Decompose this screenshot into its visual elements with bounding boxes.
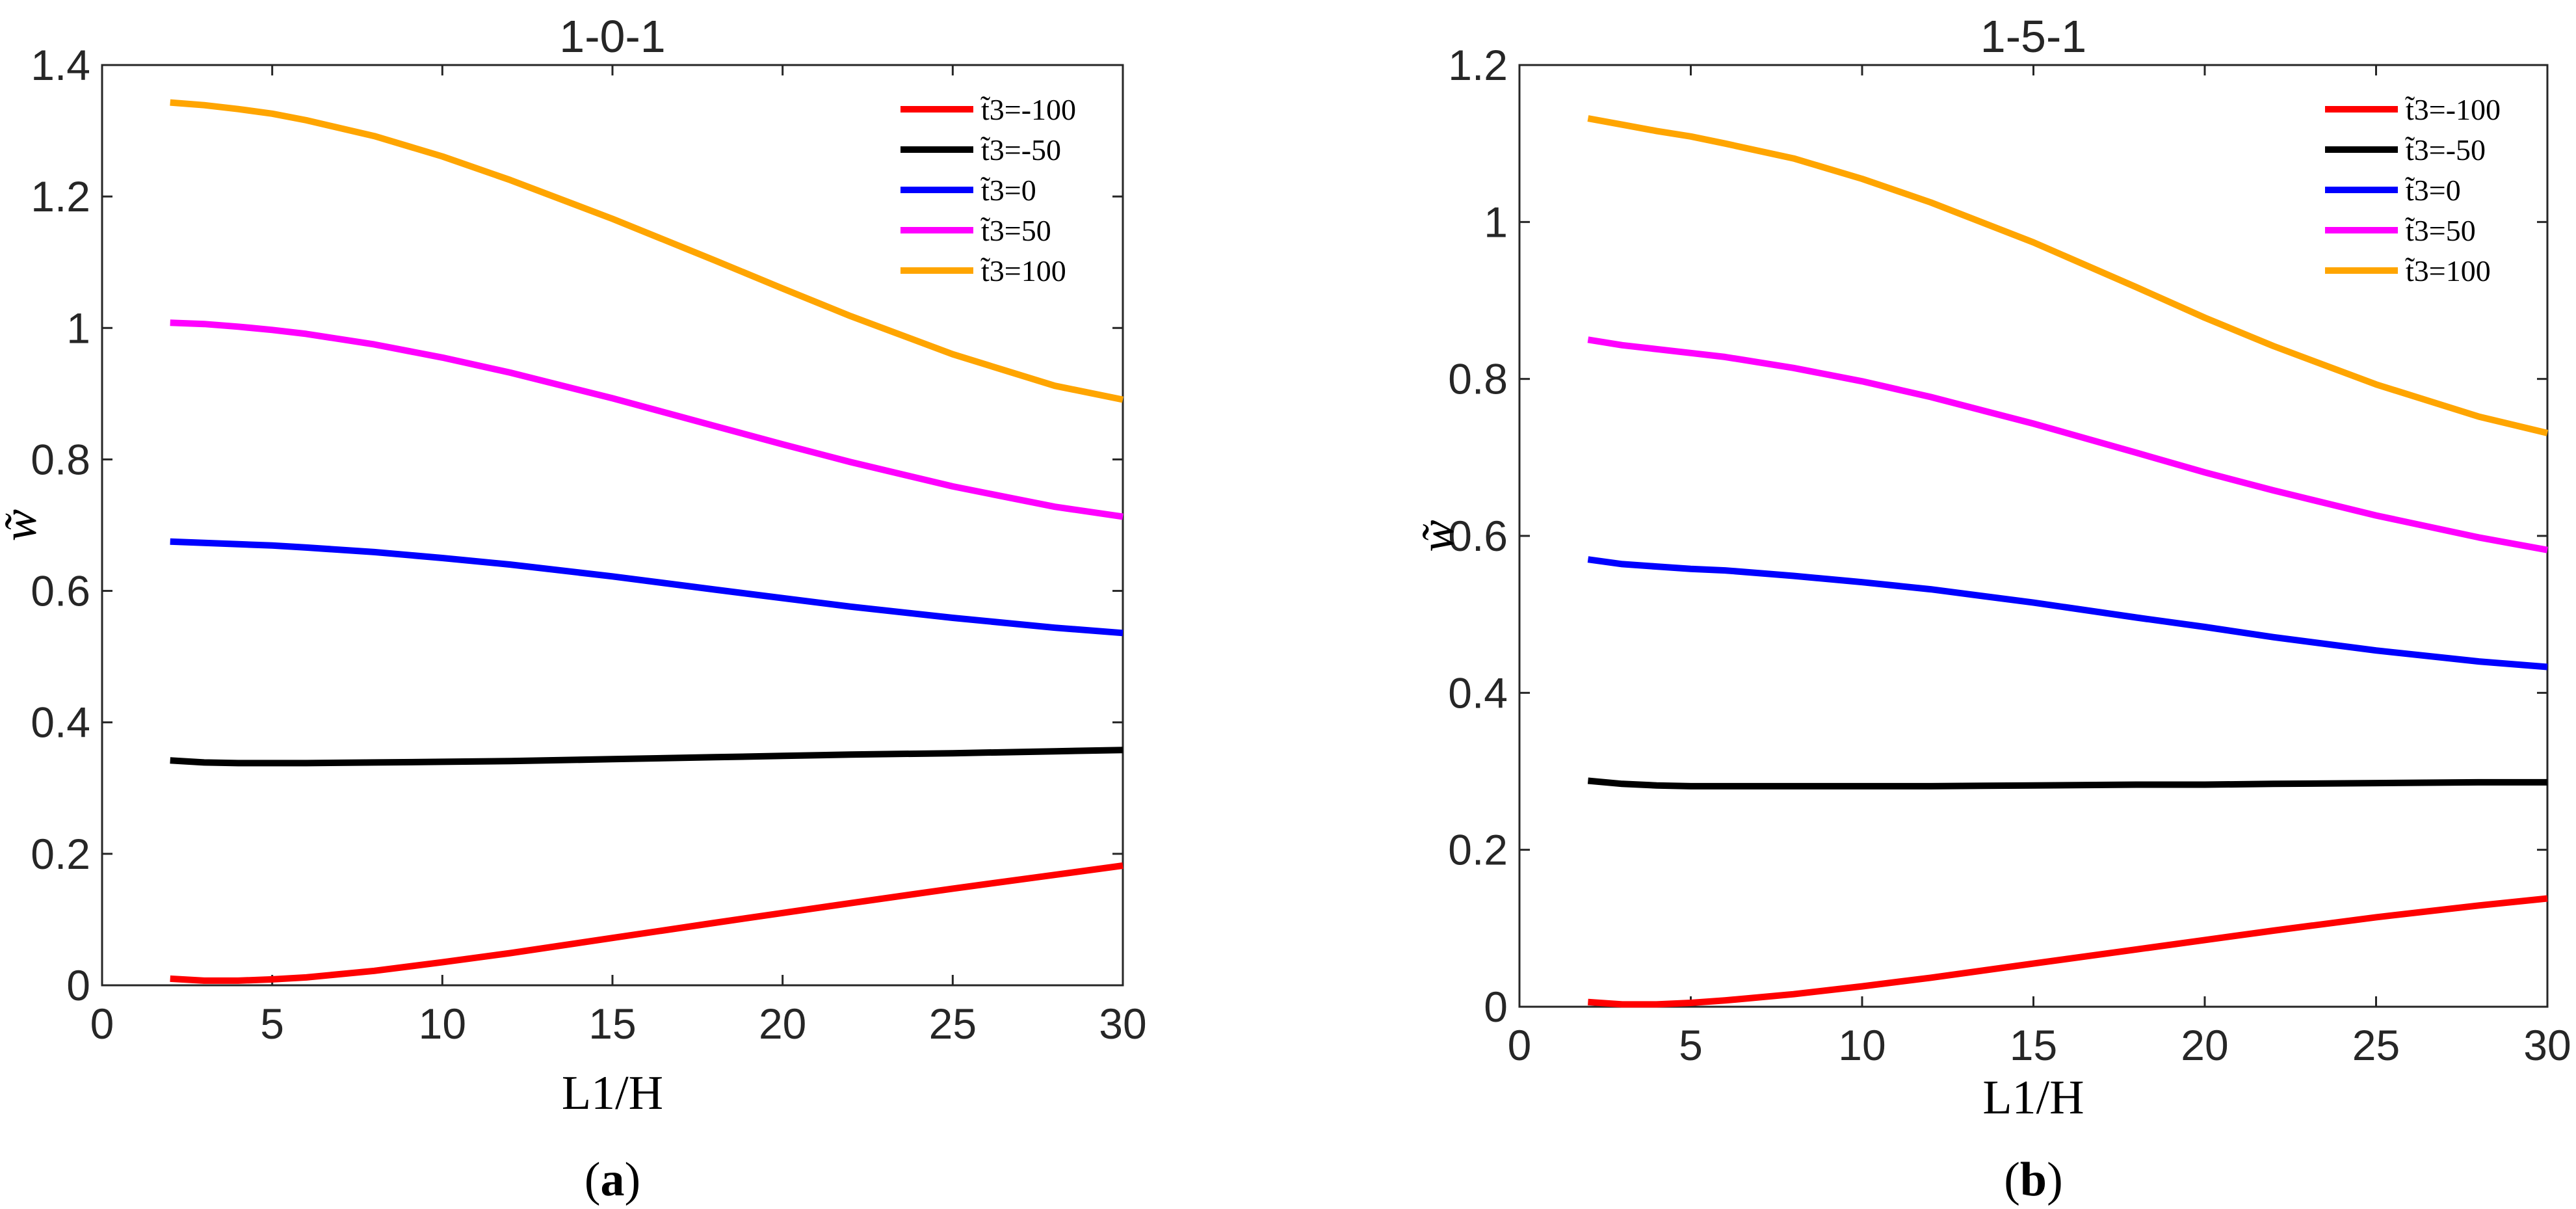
x-tick-label: 30 — [2523, 1021, 2571, 1069]
y-axis-label: w̃ — [0, 509, 47, 541]
y-tick-label: 0.6 — [1448, 512, 1508, 560]
y-tick-label: 1.2 — [31, 172, 90, 220]
legend-label: t̃3=-50 — [980, 133, 1061, 166]
y-tick-label: 0.8 — [31, 435, 90, 483]
chart-panel-b: 0 5 10 15 20 25 30 0 0.2 0.4 0.6 0.8 1 1.2 1-5-1 L1/H w̃… — [1411, 11, 2571, 1206]
y-tick-label: 1.4 — [31, 41, 90, 89]
legend-label: t̃3=-100 — [980, 93, 1076, 126]
legend-label: t̃3=0 — [2405, 174, 2461, 207]
series-line-0 — [170, 862, 1124, 984]
legend-label: t̃3=100 — [980, 254, 1066, 287]
legend-label: t̃3=0 — [980, 174, 1036, 207]
x-tick-label: 10 — [419, 1000, 466, 1048]
chart-title: 1-5-1 — [1980, 11, 2086, 62]
y-tick-label: 0.4 — [1448, 669, 1508, 717]
y-tick-label: 0.2 — [31, 830, 90, 878]
y-axis-label: w̃ — [1411, 520, 1464, 551]
series-line-2 — [1587, 556, 2548, 671]
y-tick-label: 1 — [1484, 198, 1508, 246]
y-tick-label: 0.4 — [31, 698, 90, 747]
y-tick-label: 1 — [66, 304, 90, 352]
panel-caption: (a) — [585, 1153, 640, 1206]
x-tick-label: 20 — [759, 1000, 806, 1048]
x-tick-label: 30 — [1099, 1000, 1146, 1048]
x-axis-label: L1/H — [562, 1067, 663, 1120]
series-line-2 — [170, 538, 1124, 637]
x-tick-label: 25 — [2352, 1021, 2400, 1069]
x-tick-label: 20 — [2181, 1021, 2228, 1069]
series-line-3 — [170, 319, 1124, 520]
y-tick-label: 1.2 — [1448, 41, 1508, 89]
series-line-4 — [1587, 115, 2549, 436]
legend: t̃3=-100 t̃3=-50 t̃3=0 t̃3=50 t̃3=100 — [2325, 93, 2501, 287]
legend-label: t̃3=50 — [2405, 214, 2476, 247]
x-tick-label: 0 — [1508, 1021, 1532, 1069]
series-line-4 — [170, 99, 1124, 403]
x-tick-label: 25 — [929, 1000, 977, 1048]
x-tick-label: 5 — [260, 1000, 284, 1048]
x-tick-label: 15 — [588, 1000, 636, 1048]
series-line-1 — [1587, 777, 2547, 790]
x-tick-label: 10 — [1838, 1021, 1886, 1069]
legend: t̃3=-100 t̃3=-50 t̃3=0 t̃3=50 t̃3=100 — [900, 93, 1076, 287]
y-tick-label: 0.2 — [1448, 826, 1508, 874]
legend-label: t̃3=-100 — [2405, 93, 2501, 126]
legend-label: t̃3=100 — [2405, 254, 2491, 287]
series-line-3 — [1587, 336, 2548, 553]
panel-caption-letter: a — [601, 1153, 625, 1206]
y-tick-label: 0 — [66, 961, 90, 1009]
panel-caption: (b) — [2004, 1153, 2062, 1206]
x-tick-label: 5 — [1679, 1021, 1703, 1069]
legend-label: t̃3=50 — [980, 214, 1051, 247]
legend-label: t̃3=-50 — [2405, 133, 2486, 166]
series-line-0 — [1588, 895, 2548, 1008]
x-tick-label: 0 — [90, 1000, 114, 1048]
y-tick-label: 0.8 — [1448, 355, 1508, 403]
series-line-1 — [170, 747, 1124, 767]
y-tick-label: 0 — [1484, 983, 1508, 1031]
chart-title: 1-0-1 — [559, 11, 665, 62]
chart-panel-a: 0 5 10 15 20 25 30 0 0.2 0.4 0.6 0.8 1 1.2 1.4 1-0-1 L1/… — [0, 11, 1147, 1206]
x-axis-label: L1/H — [1982, 1071, 2084, 1124]
x-tick-label: 15 — [2010, 1021, 2057, 1069]
y-tick-label: 0.6 — [31, 567, 90, 615]
panel-caption-letter: b — [2020, 1153, 2047, 1206]
